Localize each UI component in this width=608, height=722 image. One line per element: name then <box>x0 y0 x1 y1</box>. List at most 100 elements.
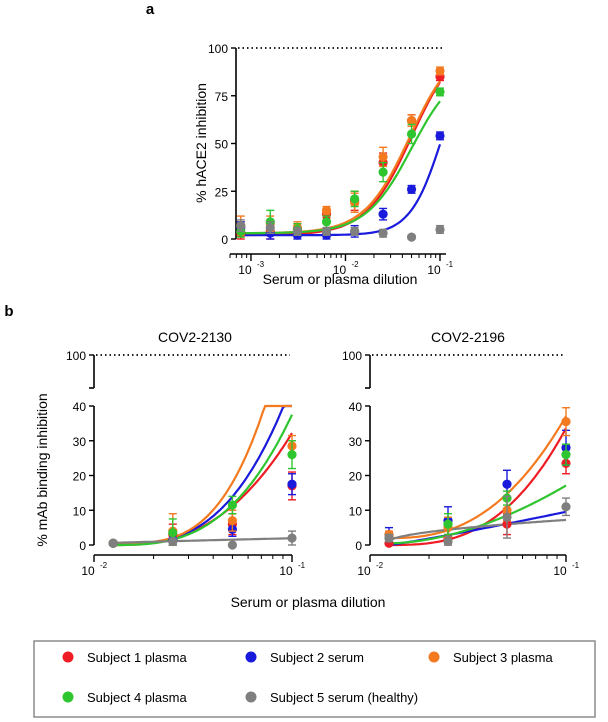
legend-frame <box>33 640 596 718</box>
chart-a-x-tick-exponent: -1 <box>446 260 454 269</box>
panel-a-letter: a <box>146 1 155 18</box>
chart-b1-fit-curve-s4 <box>113 414 293 547</box>
chart-b2-cov2-2196: COV2-2196 10 -2 10 -1 100 0 10 20 30 40 <box>342 329 580 578</box>
chart-b1-y-tick-label: 30 <box>73 435 87 449</box>
chart-a-data-point-s3 <box>321 205 332 215</box>
chart-b2-y-tick-label: 100 <box>342 349 362 363</box>
chart-b1-data-point-s2 <box>287 479 297 489</box>
chart-a-x-axis-title: Serum or plasma dilution <box>263 271 418 287</box>
chart-b1-fit-curve-s5 <box>113 537 293 544</box>
legend-label-s4: Subject 4 plasma <box>87 690 187 705</box>
chart-a-y-tick-label: 100 <box>208 42 228 56</box>
chart-b1-cov2-2130: COV2-2130 10 -2 10 -1 100 0 10 20 30 40 <box>66 329 306 578</box>
chart-b1-plot-area: 10 -2 10 -1 100 0 10 20 30 40 <box>66 349 306 578</box>
chart-a-data-point-s4 <box>321 217 332 227</box>
chart-b1-x-tick-exponent: -1 <box>298 561 306 570</box>
chart-a-data-point-s5 <box>265 222 275 233</box>
chart-b2-y-tick-label: 30 <box>349 435 363 449</box>
chart-b2-x-tick-label: 10 <box>357 564 371 578</box>
chart-b2-y-tick-label: 20 <box>349 470 363 484</box>
chart-b1-y-tick-label: 10 <box>73 504 87 518</box>
chart-a-data-point-s5 <box>378 228 388 238</box>
chart-a-data-point-s5 <box>435 224 445 235</box>
chart-b2-fit-curve-s1 <box>389 427 567 547</box>
chart-a-hace2-inhibition: 10 -3 10 -2 10 -1 0 25 50 75 100 Serum or plasma d… <box>193 42 454 287</box>
chart-b2-plot-area: 10 -2 10 -1 100 0 10 20 30 40 <box>342 349 580 578</box>
chart-b1-data-point-s4 <box>168 528 178 538</box>
chart-b2-y-tick-label: 0 <box>355 539 362 553</box>
chart-a-data-point-s5 <box>350 226 360 236</box>
chart-a-data-point-s4 <box>406 129 417 139</box>
chart-a-data-point-s2 <box>406 184 417 194</box>
chart-a-data-point-s2 <box>435 131 445 141</box>
chart-a-data-point-s5 <box>292 226 303 236</box>
chart-b2-data-point-s5 <box>443 536 453 547</box>
chart-b2-data-point-s5 <box>561 502 571 512</box>
chart-a-y-tick-label: 25 <box>215 185 229 199</box>
chart-a-x-tick-label: 10 <box>427 263 441 277</box>
chart-b2-y-tick-label: 40 <box>349 400 363 414</box>
chart-b1-y-tick-label: 100 <box>66 349 86 363</box>
chart-a-x-tick-label: 10 <box>333 263 347 277</box>
chart-b2-y-tick-label: 10 <box>349 504 363 518</box>
legend-label-s1: Subject 1 plasma <box>87 650 187 665</box>
chart-b2-title: COV2-2196 <box>431 329 505 345</box>
legend-marker-s3 <box>428 651 440 663</box>
chart-a-data-point-s4 <box>378 167 388 177</box>
chart-a-plot-area: 10 -3 10 -2 10 -1 0 25 50 75 100 <box>208 42 454 277</box>
chart-a-x-tick-label: 10 <box>238 263 252 277</box>
legend-marker-s1 <box>62 651 74 663</box>
chart-b2-fit-curve-s5 <box>388 518 567 543</box>
panel-b-letter: b <box>4 303 13 320</box>
legend-label-s3: Subject 3 plasma <box>453 650 553 665</box>
chart-b1-y-tick-label: 40 <box>73 400 87 414</box>
chart-a-data-point-s4 <box>350 194 360 204</box>
chart-b2-x-tick-exponent: -1 <box>572 561 580 570</box>
chart-a-data-point-s4 <box>435 87 445 97</box>
chart-b2-data-point-s2 <box>502 479 512 489</box>
legend-marker-s2 <box>245 651 257 663</box>
panel-b-y-axis-title: % mAb binding inhibition <box>34 393 50 546</box>
panel-b-x-axis-title: Serum or plasma dilution <box>231 594 386 610</box>
chart-b1-x-tick-exponent: -2 <box>100 561 108 570</box>
chart-b1-fit-curve-s2 <box>113 404 292 546</box>
chart-b1-data-point-s5 <box>168 536 178 547</box>
chart-b2-data-point-s5 <box>384 533 394 543</box>
chart-b1-data-point-s3 <box>227 516 237 526</box>
legend-label-s2: Subject 2 serum <box>270 650 364 665</box>
chart-b1-x-tick-label: 10 <box>279 564 293 578</box>
chart-b1-y-tick-label: 0 <box>79 539 86 553</box>
chart-a-data-point-s3 <box>435 66 445 76</box>
chart-a-x-tick-exponent: -2 <box>351 260 359 269</box>
chart-a-data-point-s5 <box>406 232 417 242</box>
chart-a-data-point-s3 <box>406 115 417 126</box>
chart-b1-data-point-s4 <box>227 500 237 510</box>
chart-a-y-tick-label: 0 <box>221 233 228 247</box>
chart-b1-data-point-s5 <box>287 533 297 543</box>
chart-a-x-tick-exponent: -3 <box>257 260 265 269</box>
legend-items: Subject 1 plasma Subject 2 serum Subject 3… <box>62 650 553 705</box>
chart-a-data-point-s2 <box>378 209 388 219</box>
chart-b1-x-tick-label: 10 <box>81 564 95 578</box>
chart-b2-data-point-s4 <box>561 450 571 460</box>
chart-b1-data-point-s4 <box>287 450 297 460</box>
chart-b1-data-point-s5 <box>108 538 118 548</box>
chart-b1-y-tick-label: 20 <box>73 470 87 484</box>
legend-marker-s4 <box>62 691 74 703</box>
chart-a-data-point-s5 <box>321 226 332 236</box>
chart-a-data-point-s5 <box>236 221 246 231</box>
chart-a-y-tick-label: 50 <box>215 138 229 152</box>
legend-label-s5: Subject 5 serum (healthy) <box>270 690 418 705</box>
chart-b2-data-point-s3 <box>561 417 571 427</box>
chart-a-y-axis-title: % hACE2 inhibition <box>193 83 209 203</box>
chart-b1-data-point-s5 <box>227 540 237 550</box>
chart-b2-data-point-s4 <box>443 519 453 529</box>
chart-b2-x-tick-label: 10 <box>553 564 567 578</box>
chart-b1-title: COV2-2130 <box>158 329 232 345</box>
legend-marker-s5 <box>245 691 257 703</box>
chart-a-data-point-s3 <box>378 152 388 162</box>
chart-b2-x-tick-exponent: -2 <box>376 561 384 570</box>
legend: Subject 1 plasma Subject 2 serum Subject 3… <box>33 640 596 718</box>
chart-a-y-tick-label: 75 <box>215 90 229 104</box>
